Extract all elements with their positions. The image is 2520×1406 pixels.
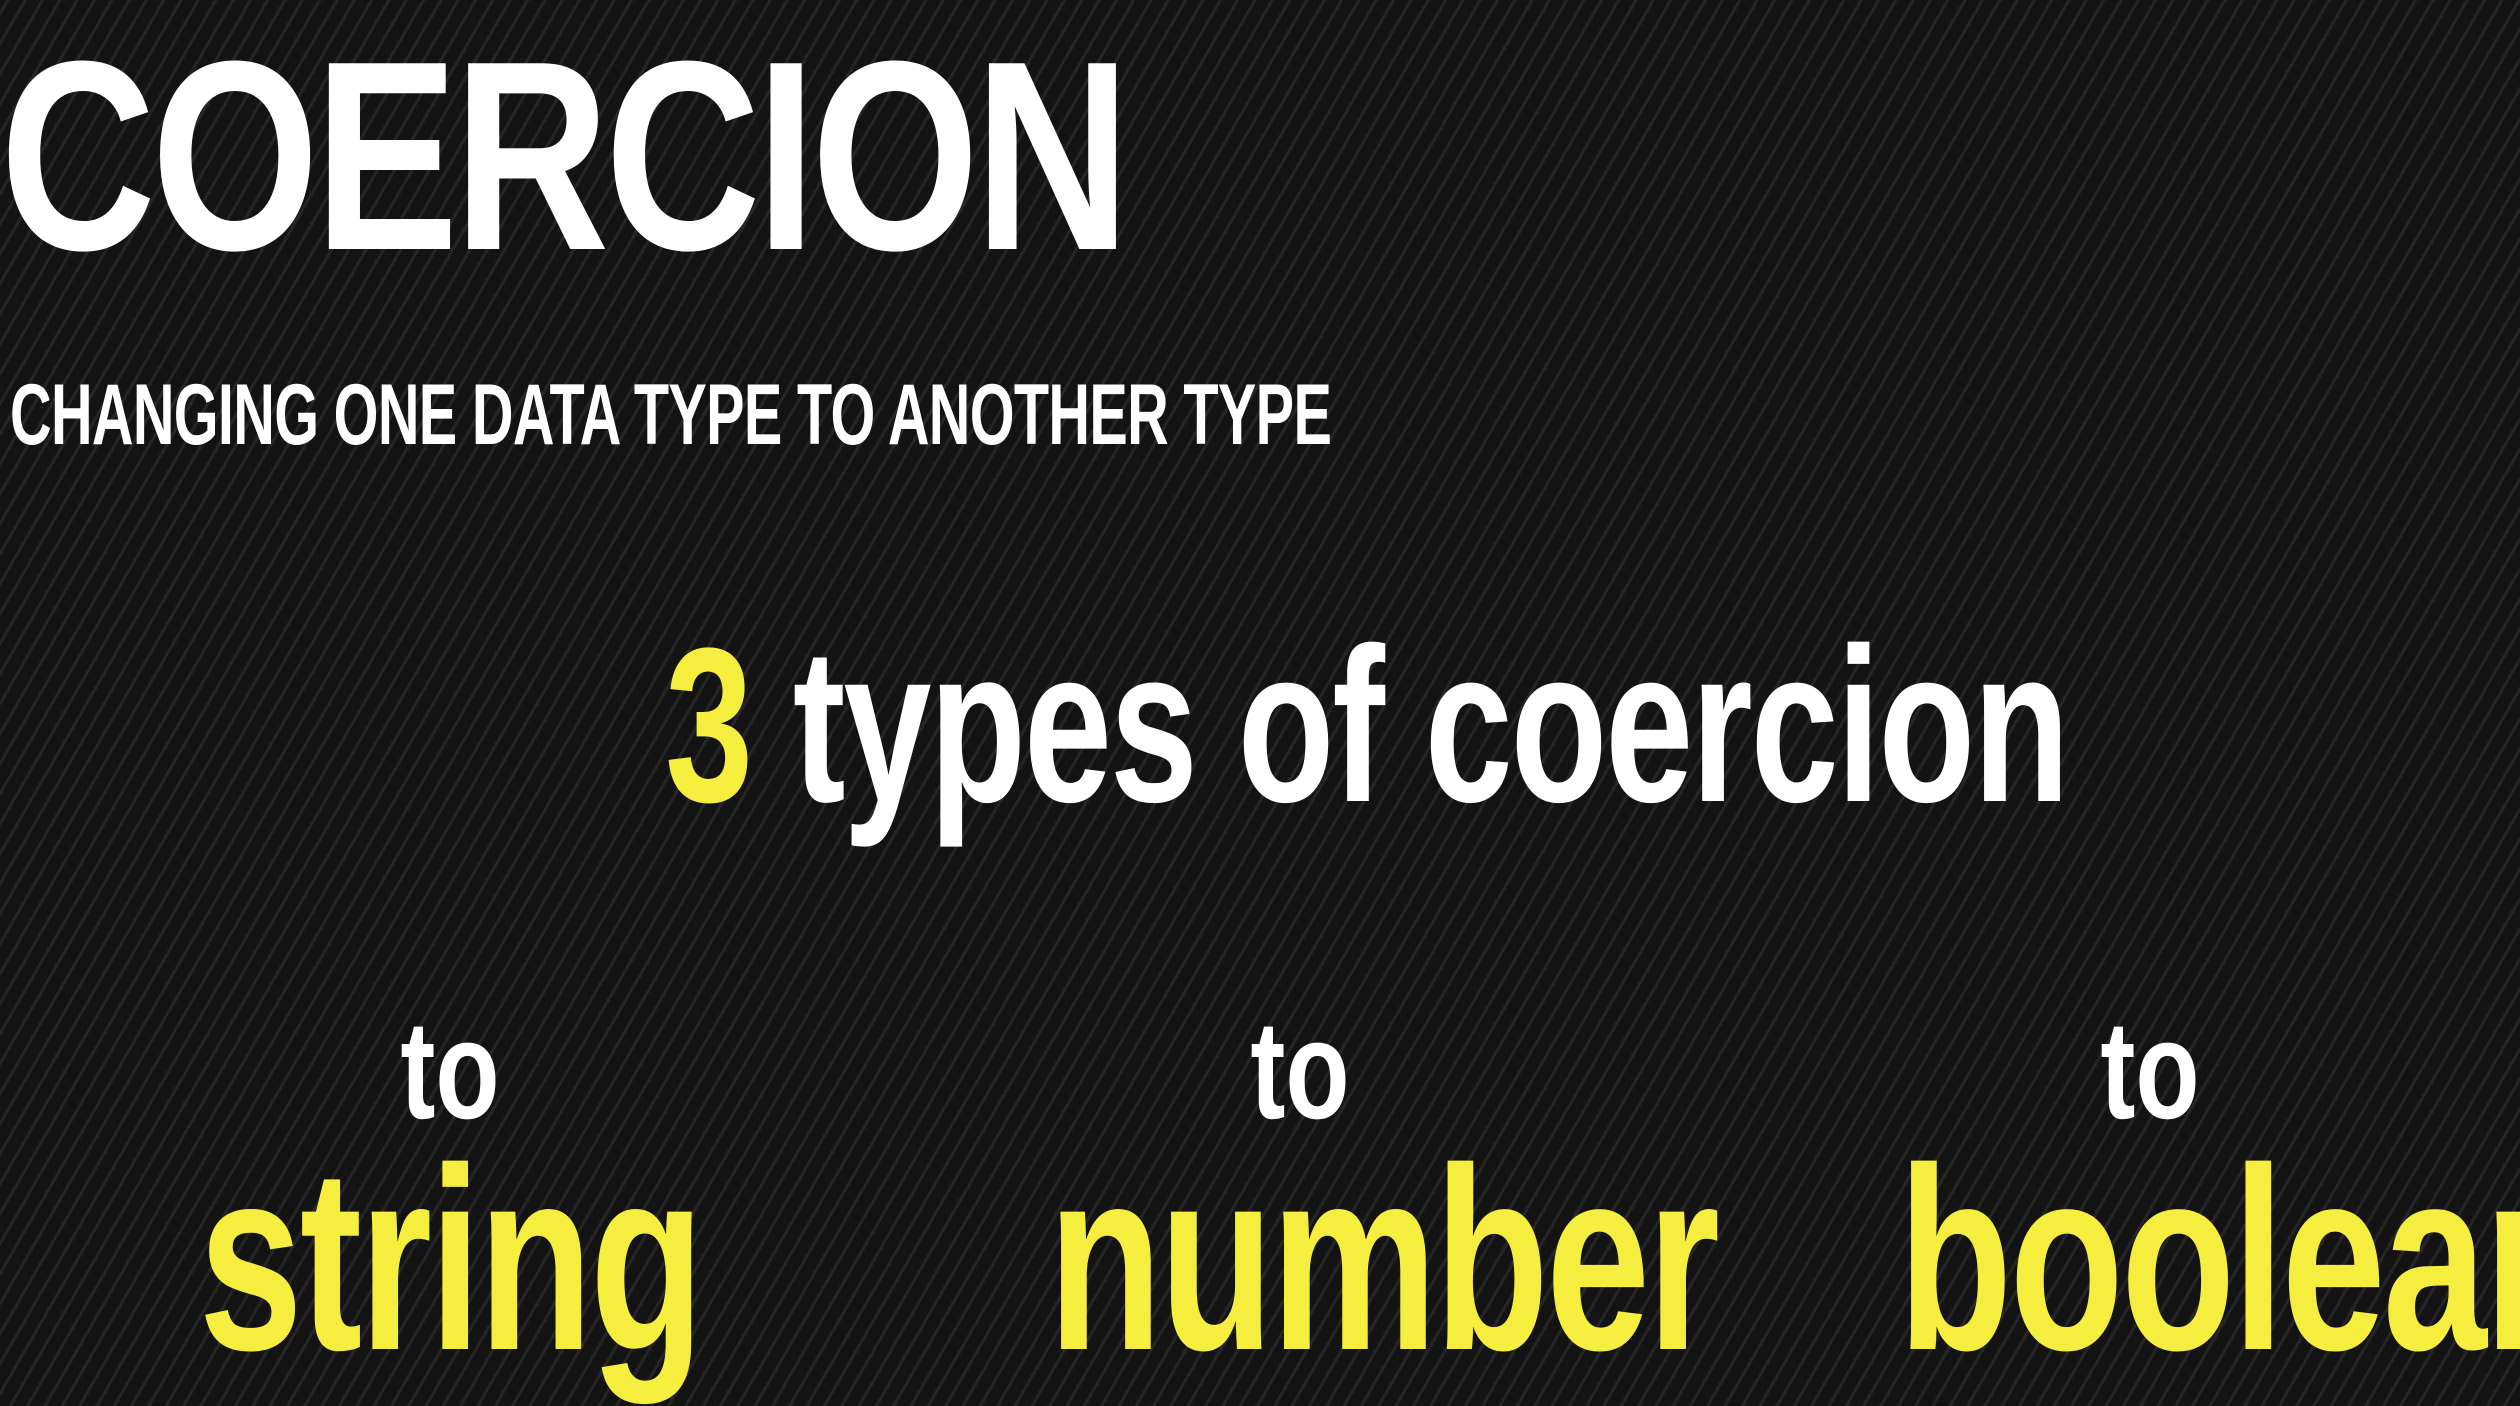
coercion-prefix: to <box>2100 991 2200 1148</box>
headline: 3 types of coercion <box>665 615 2070 835</box>
coercion-type-string: to string <box>100 991 800 1405</box>
coercion-type-boolean: to boolean <box>1800 991 2520 1405</box>
coercion-label: string <box>198 1115 705 1405</box>
slide-title: COERCION <box>0 6 1130 307</box>
coercion-prefix: to <box>400 991 500 1148</box>
coercion-label: boolean <box>1898 1115 2520 1405</box>
coercion-label: number <box>1048 1115 1720 1405</box>
headline-number: 3 <box>665 602 753 848</box>
coercion-type-number: to number <box>950 991 1720 1405</box>
headline-text: types of coercion <box>792 602 2070 848</box>
coercion-prefix: to <box>1250 991 1350 1148</box>
slide-subtitle: CHANGING ONE DATA TYPE TO ANOTHER TYPE <box>10 367 1332 463</box>
